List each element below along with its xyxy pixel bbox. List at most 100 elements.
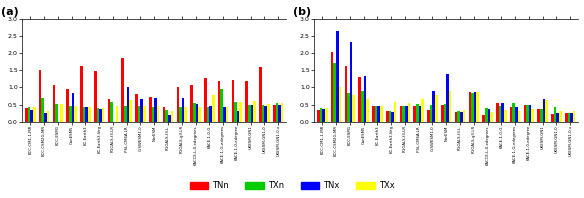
Bar <box>204 78 207 122</box>
Bar <box>490 112 493 122</box>
Bar <box>504 110 506 122</box>
Bar <box>47 111 49 122</box>
Bar <box>449 91 451 122</box>
Bar <box>251 105 253 122</box>
Bar <box>427 110 430 122</box>
Bar <box>551 114 554 122</box>
Bar <box>361 91 364 122</box>
Bar <box>163 107 165 122</box>
Bar <box>380 106 383 122</box>
Bar <box>149 97 152 122</box>
Text: (a): (a) <box>1 7 19 17</box>
Bar <box>529 105 531 122</box>
Bar <box>157 106 159 122</box>
Bar <box>408 103 410 122</box>
Bar <box>317 110 319 122</box>
Bar <box>99 109 102 122</box>
Bar <box>513 103 515 122</box>
Bar <box>322 109 325 122</box>
Bar <box>325 108 328 122</box>
Bar <box>485 108 488 122</box>
Bar <box>474 92 477 122</box>
Bar <box>559 111 562 122</box>
Bar <box>468 92 471 122</box>
Bar <box>388 111 391 122</box>
Bar <box>53 85 55 122</box>
Bar <box>27 107 30 122</box>
Bar <box>152 107 154 122</box>
Bar <box>129 100 132 122</box>
Bar <box>138 106 141 122</box>
Bar <box>69 106 72 122</box>
Bar <box>225 107 228 122</box>
Legend: TNn, TXn, TNx, TXx: TNn, TXn, TNx, TXx <box>186 178 398 194</box>
Bar <box>557 113 559 122</box>
Bar <box>537 109 540 122</box>
Bar <box>33 107 36 122</box>
Bar <box>232 80 234 122</box>
Bar <box>276 103 278 122</box>
Bar <box>435 95 437 122</box>
Bar <box>110 102 113 122</box>
Bar <box>430 105 433 122</box>
Bar <box>121 58 124 122</box>
Bar <box>457 111 460 122</box>
Bar <box>218 81 221 122</box>
Bar <box>570 113 573 122</box>
Bar <box>30 110 33 122</box>
Bar <box>141 99 143 122</box>
Text: (b): (b) <box>293 7 311 17</box>
Bar <box>165 110 168 122</box>
Bar <box>333 63 336 122</box>
Bar <box>510 107 513 122</box>
Bar <box>273 105 276 122</box>
Bar <box>399 106 402 122</box>
Bar <box>463 110 465 122</box>
Bar <box>441 105 444 122</box>
Bar <box>366 99 369 122</box>
Bar <box>372 106 375 122</box>
Bar <box>419 106 421 122</box>
Bar <box>83 107 85 122</box>
Bar <box>143 106 145 122</box>
Bar <box>477 92 479 122</box>
Bar <box>460 112 463 122</box>
Bar <box>416 104 419 122</box>
Bar <box>413 106 416 122</box>
Bar <box>471 93 474 122</box>
Bar <box>253 101 256 122</box>
Bar <box>221 89 223 122</box>
Bar <box>345 66 347 122</box>
Bar <box>350 42 352 122</box>
Bar <box>102 108 105 122</box>
Bar <box>182 98 185 122</box>
Bar <box>209 106 212 122</box>
Bar <box>44 113 47 122</box>
Bar <box>96 108 99 122</box>
Bar <box>543 99 545 122</box>
Bar <box>545 100 548 122</box>
Bar <box>526 105 529 122</box>
Bar <box>377 106 380 122</box>
Bar <box>259 67 262 122</box>
Bar <box>190 85 193 122</box>
Bar <box>524 105 526 122</box>
Bar <box>116 106 118 122</box>
Bar <box>515 107 517 122</box>
Bar <box>245 81 248 122</box>
Bar <box>386 111 388 122</box>
Bar <box>573 111 575 122</box>
Bar <box>364 76 366 122</box>
Bar <box>80 66 83 122</box>
Bar <box>488 109 490 122</box>
Bar <box>352 95 355 122</box>
Bar <box>262 105 265 122</box>
Bar <box>168 115 171 122</box>
Bar <box>347 92 350 122</box>
Bar <box>421 99 424 122</box>
Bar <box>281 103 283 122</box>
Bar <box>94 71 96 122</box>
Bar <box>554 107 557 122</box>
Bar <box>67 89 69 122</box>
Bar <box>223 107 225 122</box>
